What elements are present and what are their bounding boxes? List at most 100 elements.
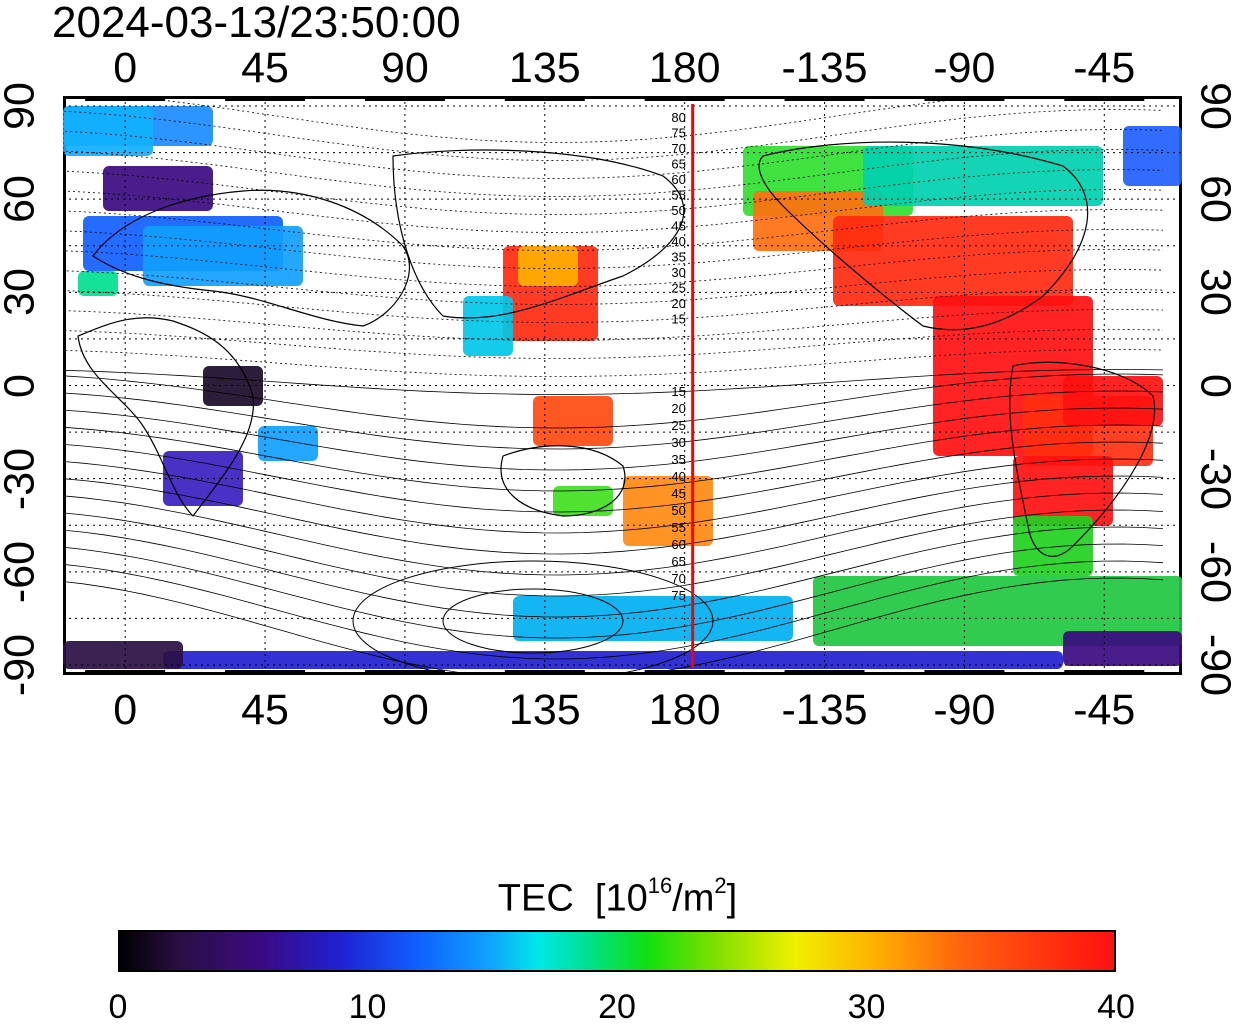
contour-label-north: 30 bbox=[671, 265, 685, 280]
contour-label-north: 75 bbox=[671, 126, 685, 141]
colorbar bbox=[118, 930, 1116, 972]
contour-label-north: 45 bbox=[671, 219, 685, 234]
colorbar-unit-exponent: 16 bbox=[648, 873, 672, 898]
contour-label-south: 15 bbox=[671, 384, 685, 399]
frame-tick-top bbox=[924, 96, 1004, 101]
colorbar-unit-exponent-2: 2 bbox=[714, 873, 726, 898]
frame-tick-top bbox=[85, 96, 165, 101]
frame-tick-bottom bbox=[924, 670, 1004, 675]
right-lat-label: 0 bbox=[1194, 374, 1235, 398]
right-lat-label: 60 bbox=[1194, 175, 1235, 223]
colorbar-tick-label: 0 bbox=[109, 988, 128, 1026]
frame-tick-bottom bbox=[365, 670, 445, 675]
contour-label-south: 50 bbox=[671, 503, 685, 518]
contour-label-south: 55 bbox=[671, 520, 685, 535]
colorbar-tick-label: 10 bbox=[349, 988, 387, 1026]
colorbar-unit-suffix: ] bbox=[727, 878, 738, 920]
contour-label-south: 70 bbox=[671, 571, 685, 586]
top-lon-label: -135 bbox=[781, 44, 867, 92]
contour-label-north: 40 bbox=[671, 234, 685, 249]
top-lon-label: 45 bbox=[241, 44, 289, 92]
top-lon-label: 90 bbox=[381, 44, 429, 92]
right-lat-label: 30 bbox=[1194, 268, 1235, 316]
tec-region bbox=[258, 426, 318, 461]
frame-tick-bottom bbox=[1064, 670, 1144, 675]
colorbar-title-text: TEC bbox=[498, 878, 574, 920]
contour-label-south: 65 bbox=[671, 554, 685, 569]
right-lat-label: -90 bbox=[1194, 634, 1235, 696]
tec-map: 8075706560555045403530252015152025303540… bbox=[63, 96, 1182, 675]
contour-label-north: 70 bbox=[671, 141, 685, 156]
right-lat-label: 90 bbox=[1194, 82, 1235, 130]
contour-label-north: 55 bbox=[671, 188, 685, 203]
colorbar-tick-label: 20 bbox=[598, 988, 636, 1026]
right-lat-label: -30 bbox=[1194, 448, 1235, 510]
contour-label-north: 80 bbox=[671, 110, 685, 125]
bottom-lon-label: 180 bbox=[649, 686, 721, 734]
frame-tick-top bbox=[505, 96, 585, 101]
tec-region bbox=[863, 146, 1103, 206]
contour-label-south: 60 bbox=[671, 537, 685, 552]
right-lat-label: -60 bbox=[1194, 541, 1235, 603]
bottom-lon-label: 0 bbox=[113, 686, 137, 734]
contour-label-north: 25 bbox=[671, 281, 685, 296]
colorbar-unit-prefix: [10 bbox=[595, 878, 648, 920]
contour-label-north: 50 bbox=[671, 203, 685, 218]
top-lon-label: 180 bbox=[649, 44, 721, 92]
map-timestamp: 2024-03-13/23:50:00 bbox=[52, 0, 461, 48]
contour-label-south: 20 bbox=[671, 401, 685, 416]
top-lon-label: -90 bbox=[933, 44, 995, 92]
top-lon-label: -45 bbox=[1073, 44, 1135, 92]
bottom-lon-label: 90 bbox=[381, 686, 429, 734]
contour-label-north: 35 bbox=[671, 250, 685, 265]
contour-label-north: 20 bbox=[671, 296, 685, 311]
tec-region bbox=[518, 246, 578, 286]
frame-tick-top bbox=[785, 96, 865, 101]
bottom-lon-label: 45 bbox=[241, 686, 289, 734]
bottom-lon-label: -45 bbox=[1073, 686, 1135, 734]
contour-label-north: 15 bbox=[671, 312, 685, 327]
contour-label-south: 35 bbox=[671, 452, 685, 467]
left-lat-label: -30 bbox=[0, 448, 42, 510]
tec-region bbox=[1063, 376, 1163, 426]
frame-tick-bottom bbox=[225, 670, 305, 675]
frame-tick-bottom bbox=[645, 670, 725, 675]
colorbar-tick-label: 40 bbox=[1097, 988, 1135, 1026]
left-lat-label: -90 bbox=[0, 634, 42, 696]
left-lat-label: 90 bbox=[0, 82, 42, 130]
frame-tick-bottom bbox=[505, 670, 585, 675]
frame-tick-bottom bbox=[85, 670, 165, 675]
contour-label-north: 60 bbox=[671, 172, 685, 187]
bottom-lon-label: -135 bbox=[781, 686, 867, 734]
tec-region bbox=[103, 166, 213, 211]
contour-label-south: 75 bbox=[671, 588, 685, 603]
contour-label-south: 30 bbox=[671, 435, 685, 450]
top-lon-label: 0 bbox=[113, 44, 137, 92]
magnetic-contour bbox=[63, 96, 1163, 143]
frame-tick-bottom bbox=[785, 670, 865, 675]
tec-region bbox=[163, 651, 1063, 669]
frame-tick-top bbox=[645, 96, 725, 101]
colorbar-title: TEC [1016/m2] bbox=[0, 868, 1235, 921]
frame-tick-top bbox=[365, 96, 445, 101]
left-lat-label: -60 bbox=[0, 541, 42, 603]
contour-label-south: 25 bbox=[671, 418, 685, 433]
contour-label-south: 45 bbox=[671, 486, 685, 501]
colorbar-tick-label: 30 bbox=[848, 988, 886, 1026]
frame-tick-top bbox=[1064, 96, 1144, 101]
top-lon-label: 135 bbox=[509, 44, 581, 92]
contour-label-south: 40 bbox=[671, 469, 685, 484]
bottom-lon-label: -90 bbox=[933, 686, 995, 734]
tec-region bbox=[63, 106, 153, 156]
left-lat-label: 30 bbox=[0, 268, 42, 316]
left-lat-label: 60 bbox=[0, 175, 42, 223]
bottom-lon-label: 135 bbox=[509, 686, 581, 734]
colorbar-unit-mid: /m bbox=[672, 878, 714, 920]
tec-region bbox=[623, 476, 713, 546]
left-lat-label: 0 bbox=[0, 374, 42, 398]
frame-tick-top bbox=[225, 96, 305, 101]
contour-label-north: 65 bbox=[671, 157, 685, 172]
tec-region bbox=[1063, 631, 1182, 666]
tec-region bbox=[1123, 126, 1182, 186]
tec-region bbox=[463, 296, 513, 356]
